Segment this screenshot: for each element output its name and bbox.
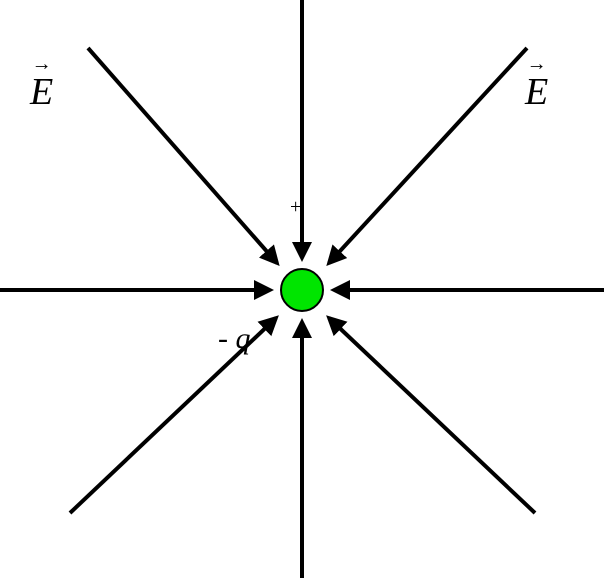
vector-arrow-glyph: →: [525, 58, 548, 70]
charge-circle: [281, 269, 323, 311]
field-symbol-left: E: [30, 70, 53, 114]
field-diagram: [0, 0, 604, 578]
charge-label: - q: [218, 322, 251, 356]
vector-arrow-glyph: →: [30, 58, 53, 70]
field-symbol-right: E: [525, 70, 548, 114]
field-vector-label-left: → E: [30, 58, 53, 114]
field-vector-label-right: → E: [525, 58, 548, 114]
plus-marker: +: [290, 196, 301, 219]
